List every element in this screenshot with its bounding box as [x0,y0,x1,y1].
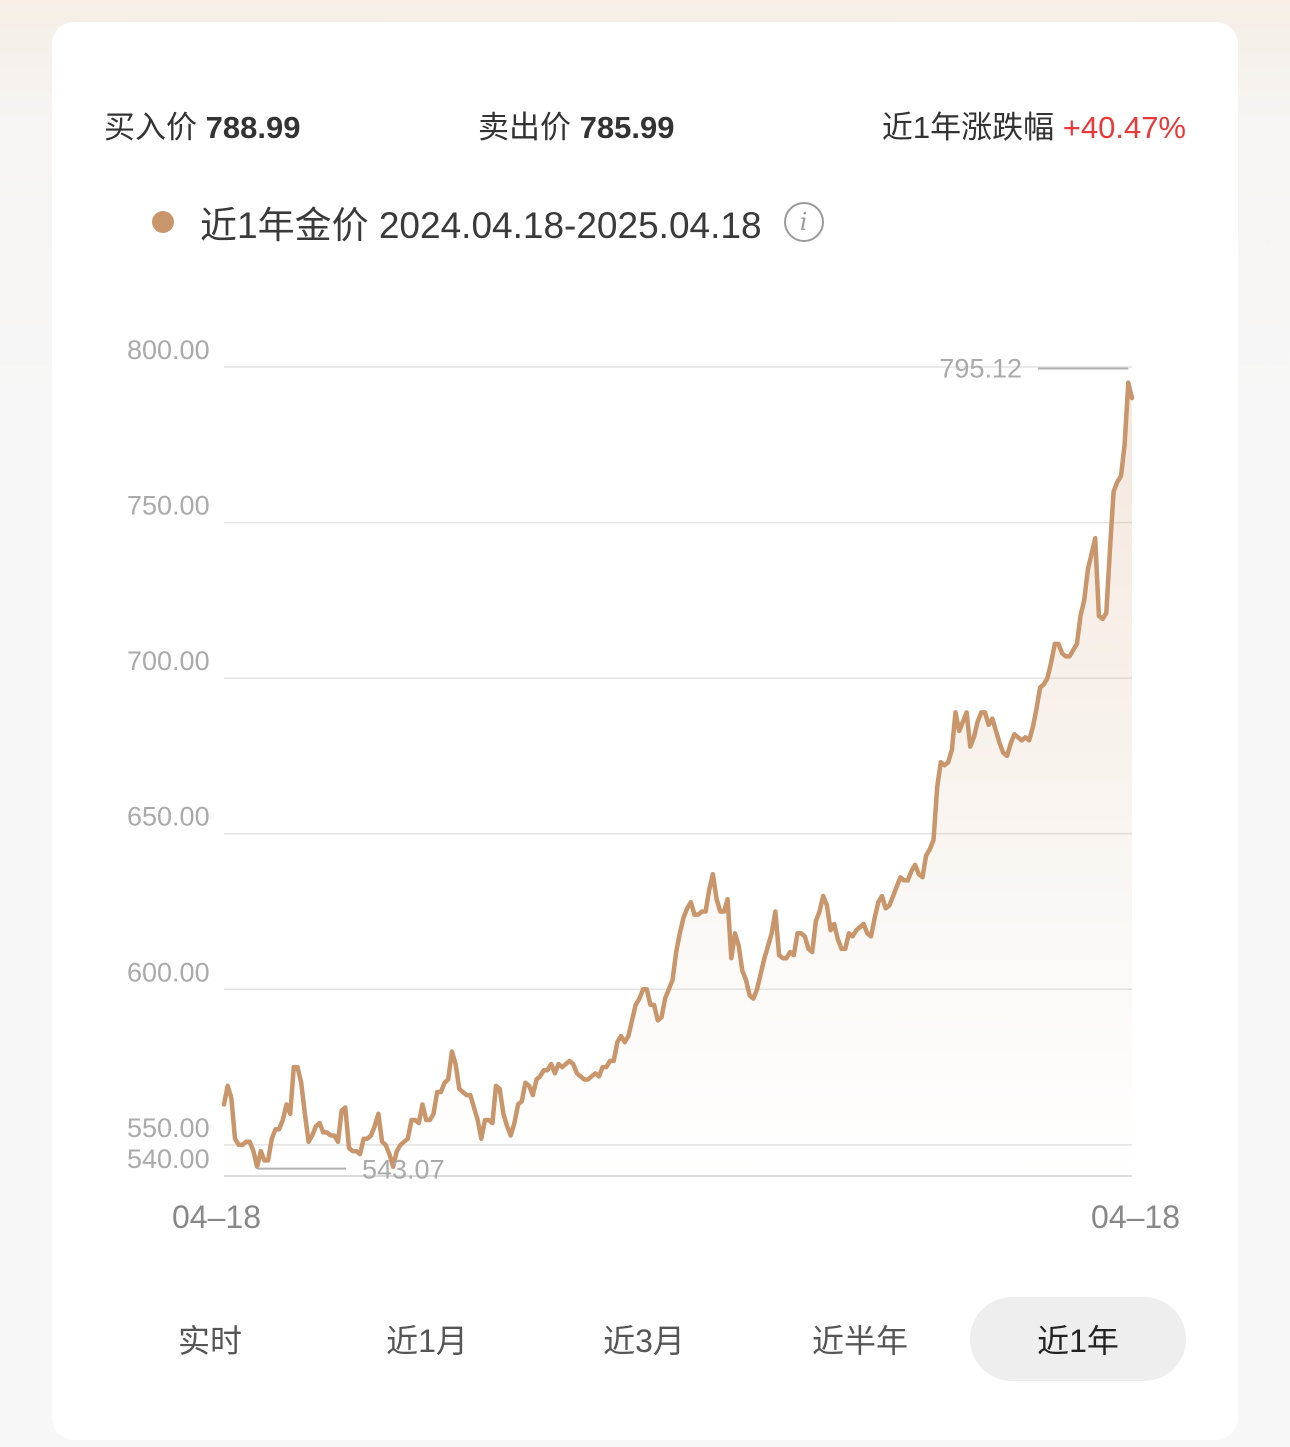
legend-dot [152,211,174,233]
max-value-label: 795.12 [939,354,1022,384]
min-value-label: 543.07 [362,1155,445,1185]
x-tick-label: 04–18 [1091,1199,1180,1235]
gold-price-chart[interactable]: 800.00 750.00 700.00 650.00 600.00 550.00540.… [52,22,1238,1272]
buy-price-label: 买入价 [104,110,197,145]
buy-price-value: 788.99 [205,110,301,145]
tab-range-1[interactable]: 近1月 [319,1297,535,1381]
chart-legend: 近1年金价 2024.04.18-2025.04.18 i [152,192,824,252]
y-tick-label: 700.00 [127,646,210,676]
tab-label: 近3月 [603,1323,685,1359]
price-line [221,380,1135,1169]
tab-label: 近1年 [1037,1323,1119,1359]
tab-label: 实时 [177,1323,242,1359]
info-icon[interactable]: i [783,202,824,242]
legend-label: 近1年金价 2024.04.18-2025.04.18 [200,205,762,246]
yearly-change-label: 近1年涨跌幅 [881,110,1055,145]
x-tick-label: 04–18 [172,1199,261,1235]
y-tick-label: 650.00 [127,802,210,832]
tab-label: 近半年 [811,1323,908,1359]
tab-range-3[interactable]: 近半年 [752,1297,968,1381]
sell-price-value: 785.99 [579,110,675,145]
range-tabs: 实时 近1月 近3月 近半年 近1年 [52,1297,1238,1381]
price-stats: 买入价 788.99 卖出价 785.99 近1年涨跌幅 +40.47% [52,92,1238,152]
y-tick-label: 550.00 [127,1113,210,1143]
gold-price-card: 买入价 788.99 卖出价 785.99 近1年涨跌幅 +40.47% 近1年… [52,22,1238,1440]
tab-range-0[interactable]: 实时 [102,1297,318,1381]
price-area [224,382,1132,1177]
y-tick-label: 600.00 [127,957,210,987]
yearly-change-value: +40.47% [1062,110,1186,145]
tab-label: 近1月 [386,1323,468,1359]
y-tick-label: 750.00 [127,491,210,521]
y-tick-label: 800.00 [127,335,210,365]
sell-price: 卖出价 785.99 [478,102,674,147]
tab-range-2[interactable]: 近3月 [536,1297,752,1381]
buy-price: 买入价 788.99 [104,102,300,147]
tab-range-4[interactable]: 近1年 [970,1297,1186,1381]
sell-price-label: 卖出价 [478,110,571,145]
yearly-change: 近1年涨跌幅 +40.47% [882,102,1186,147]
y-tick-label: 540.00 [127,1144,210,1174]
